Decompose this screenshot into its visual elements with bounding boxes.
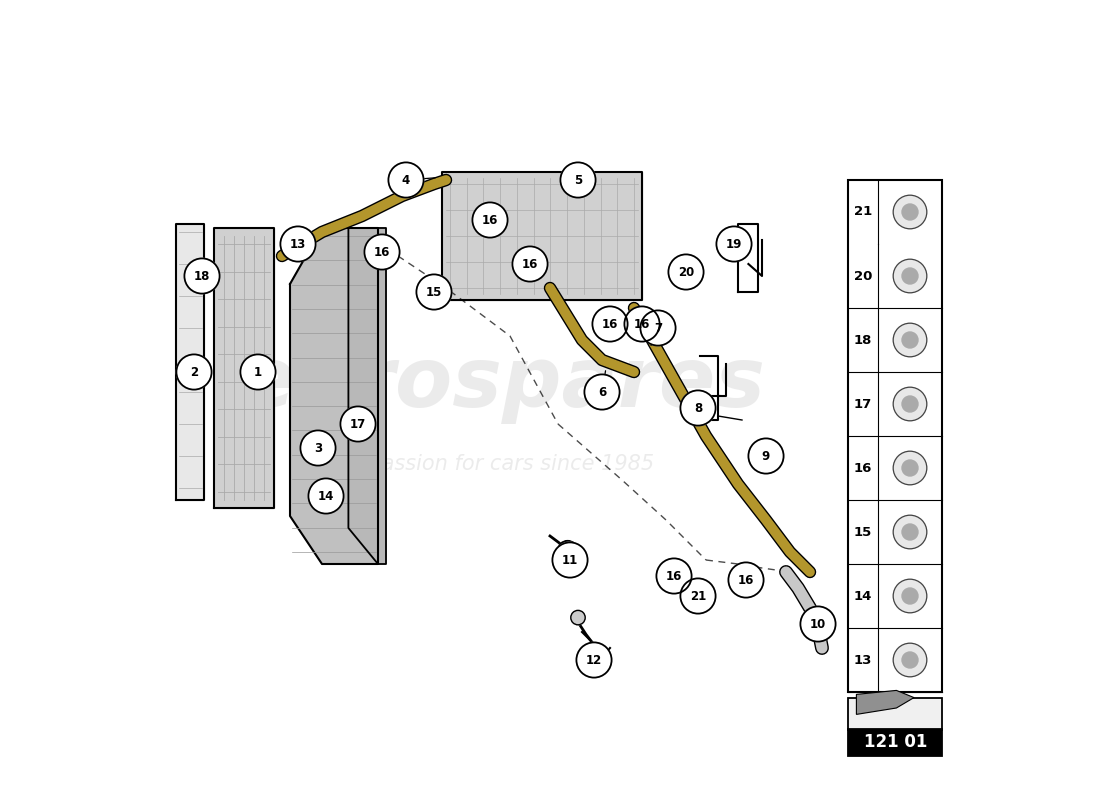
FancyBboxPatch shape — [848, 698, 942, 730]
Text: 11: 11 — [562, 554, 579, 566]
Circle shape — [300, 430, 336, 466]
Circle shape — [388, 162, 424, 198]
Text: 12: 12 — [586, 654, 602, 666]
Circle shape — [893, 451, 927, 485]
Text: 9: 9 — [762, 450, 770, 462]
Text: 21: 21 — [854, 206, 872, 218]
Polygon shape — [290, 228, 378, 564]
Circle shape — [513, 246, 548, 282]
Circle shape — [552, 542, 587, 578]
Text: 17: 17 — [854, 398, 872, 410]
Polygon shape — [442, 172, 642, 300]
Circle shape — [902, 524, 918, 540]
Circle shape — [893, 195, 927, 229]
Circle shape — [893, 323, 927, 357]
Circle shape — [902, 332, 918, 348]
Text: 16: 16 — [738, 574, 755, 586]
Text: 16: 16 — [854, 462, 872, 474]
Text: 8: 8 — [694, 402, 702, 414]
Circle shape — [558, 541, 578, 560]
Circle shape — [728, 562, 763, 598]
Circle shape — [681, 390, 716, 426]
Circle shape — [669, 254, 704, 290]
Circle shape — [595, 649, 609, 663]
Circle shape — [364, 234, 399, 270]
Circle shape — [893, 259, 927, 293]
Text: 14: 14 — [318, 490, 334, 502]
Circle shape — [902, 268, 918, 284]
FancyBboxPatch shape — [848, 180, 942, 692]
Circle shape — [902, 204, 918, 220]
Circle shape — [748, 438, 783, 474]
Text: 15: 15 — [854, 526, 872, 538]
Text: 2: 2 — [190, 366, 198, 378]
Text: 19: 19 — [726, 238, 742, 250]
Circle shape — [340, 406, 375, 442]
Circle shape — [241, 354, 276, 390]
Text: eurospares: eurospares — [239, 343, 766, 425]
Text: 16: 16 — [374, 246, 390, 258]
Text: 16: 16 — [666, 570, 682, 582]
Circle shape — [640, 310, 675, 346]
Text: 13: 13 — [854, 654, 872, 666]
Circle shape — [185, 258, 220, 294]
FancyBboxPatch shape — [848, 729, 942, 756]
Circle shape — [560, 162, 595, 198]
Text: 21: 21 — [690, 590, 706, 602]
Circle shape — [584, 374, 619, 410]
Text: 16: 16 — [602, 318, 618, 330]
Circle shape — [657, 558, 692, 594]
Text: 16: 16 — [634, 318, 650, 330]
Circle shape — [902, 396, 918, 412]
Polygon shape — [214, 228, 274, 508]
Polygon shape — [176, 224, 205, 500]
Text: 4: 4 — [402, 174, 410, 186]
Circle shape — [902, 588, 918, 604]
Circle shape — [571, 610, 585, 625]
Circle shape — [280, 226, 316, 262]
Text: 13: 13 — [290, 238, 306, 250]
Circle shape — [893, 515, 927, 549]
Circle shape — [681, 578, 716, 614]
Text: 3: 3 — [314, 442, 322, 454]
Text: 16: 16 — [482, 214, 498, 226]
Text: a passion for cars since 1985: a passion for cars since 1985 — [350, 454, 654, 474]
Text: 18: 18 — [194, 270, 210, 282]
Circle shape — [801, 606, 836, 642]
Polygon shape — [349, 228, 386, 564]
Text: 6: 6 — [598, 386, 606, 398]
Polygon shape — [857, 690, 914, 714]
Text: 1: 1 — [254, 366, 262, 378]
Text: 15: 15 — [426, 286, 442, 298]
Text: 17: 17 — [350, 418, 366, 430]
Circle shape — [902, 460, 918, 476]
Text: 14: 14 — [854, 590, 872, 602]
Circle shape — [417, 274, 452, 310]
Text: 20: 20 — [678, 266, 694, 278]
Circle shape — [593, 306, 628, 342]
Text: 16: 16 — [521, 258, 538, 270]
Circle shape — [893, 579, 927, 613]
Circle shape — [893, 643, 927, 677]
Text: 7: 7 — [653, 322, 662, 334]
Circle shape — [716, 226, 751, 262]
Circle shape — [176, 354, 211, 390]
Text: 10: 10 — [810, 618, 826, 630]
Circle shape — [308, 478, 343, 514]
Text: 20: 20 — [854, 270, 872, 282]
Circle shape — [576, 642, 612, 678]
Circle shape — [893, 387, 927, 421]
Text: 18: 18 — [854, 334, 872, 346]
Text: 121 01: 121 01 — [864, 734, 927, 751]
Circle shape — [902, 652, 918, 668]
Circle shape — [625, 306, 660, 342]
Text: 5: 5 — [574, 174, 582, 186]
Circle shape — [472, 202, 507, 238]
